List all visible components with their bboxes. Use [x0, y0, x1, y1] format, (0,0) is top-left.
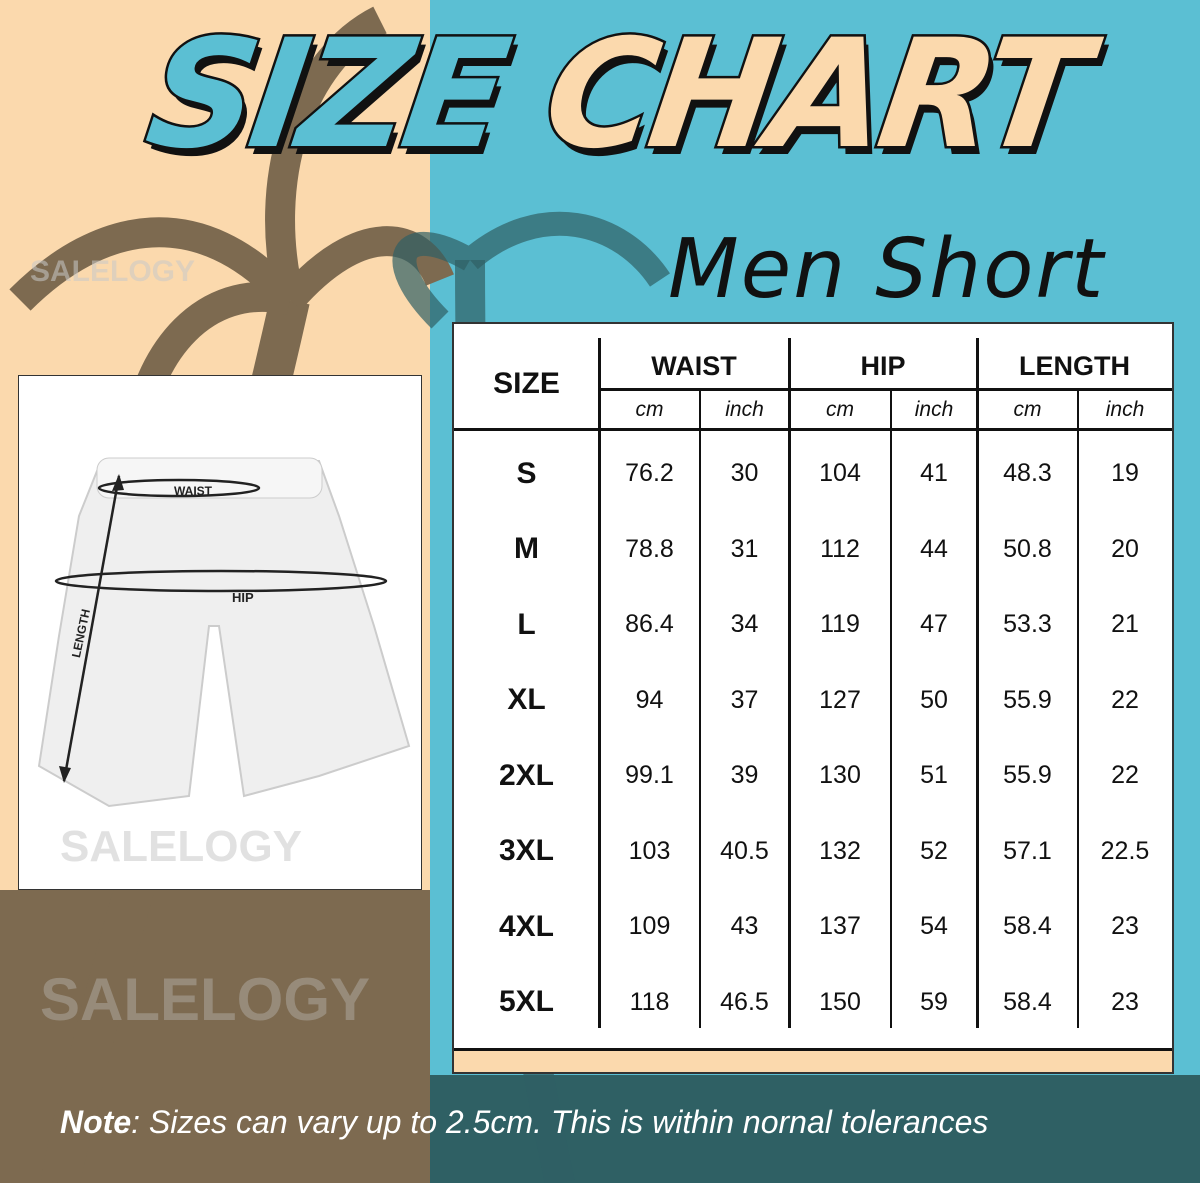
size-label: 4XL	[498, 909, 555, 943]
table-cell: 34	[730, 610, 759, 639]
table-cell: 51	[920, 761, 948, 790]
watermark-bottom: SALELOGY	[40, 966, 371, 1033]
unit-header: cm	[826, 398, 854, 421]
note: Note: Sizes can vary up to 2.5cm. This i…	[60, 1104, 988, 1141]
table-cell: 58.4	[1003, 912, 1052, 941]
size-header: SIZE	[493, 367, 560, 400]
table-cell: 41	[920, 459, 948, 488]
table-cell: 58.4	[1003, 987, 1052, 1016]
table-cell: 104	[819, 459, 861, 488]
table-cell: 20	[1111, 534, 1139, 563]
title-chart: CHART	[533, 6, 1095, 185]
table-cell: 137	[819, 912, 861, 941]
table-cell: 59	[920, 987, 948, 1016]
table-cell: 47	[920, 610, 948, 639]
note-text: : Sizes can vary up to 2.5cm. This is wi…	[131, 1104, 989, 1140]
table-cell: 43	[730, 912, 759, 941]
shorts-diagram: WAIST HIP LENGTH	[18, 375, 422, 890]
size-table-body: SIZE WAIST cm inch HIP cm inch LENGTH cm inch S 76.…	[454, 324, 1172, 1051]
table-cell: 30	[730, 459, 759, 488]
title: SIZE CHART	[135, 6, 1095, 185]
unit-header: cm	[635, 398, 664, 421]
table-cell: 54	[920, 912, 948, 941]
unit-header: inch	[1105, 398, 1145, 421]
size-label: 5XL	[498, 985, 555, 1019]
table-cell: 78.8	[625, 534, 674, 563]
table-cell: 86.4	[625, 610, 674, 639]
table-cell: 46.5	[720, 987, 769, 1016]
size-label: 3XL	[498, 834, 555, 868]
column-divider	[976, 338, 979, 1028]
table-cell: 40.5	[720, 836, 769, 865]
table-cell: 22	[1111, 761, 1139, 790]
table-cell: 130	[819, 761, 861, 790]
unit-header: inch	[725, 398, 764, 421]
table-cell: 39	[730, 761, 759, 790]
table-cell: 31	[730, 534, 759, 563]
column-divider	[598, 338, 601, 1028]
column-divider	[1077, 390, 1079, 1028]
table-cell: 44	[920, 534, 948, 563]
subtitle: Men Short	[668, 222, 1106, 317]
table-cell: 57.1	[1003, 836, 1052, 865]
waist-label: WAIST	[174, 484, 212, 498]
table-cell: 112	[820, 534, 860, 563]
shorts-illustration	[37, 457, 411, 808]
table-cell: 50.8	[1003, 534, 1052, 563]
group-header: HIP	[860, 350, 906, 381]
column-divider	[890, 390, 892, 1028]
title-size: SIZE	[135, 6, 516, 185]
table-cell: 150	[819, 987, 861, 1016]
size-label: 2XL	[498, 758, 555, 792]
table-cell: 37	[730, 685, 759, 714]
header-bottom-line	[454, 428, 1172, 431]
group-header: LENGTH	[1019, 350, 1130, 381]
watermark-table: SALELOGY	[60, 822, 303, 871]
table-cell: 50	[920, 685, 948, 714]
table-cell: 99.1	[625, 761, 674, 790]
table-cell: 22.5	[1100, 836, 1150, 865]
size-label: L	[517, 607, 536, 641]
table-cell: 119	[820, 610, 860, 639]
table-cell: 53.3	[1003, 610, 1052, 639]
table-cell: 94	[635, 685, 664, 714]
table-cell: 23	[1111, 912, 1139, 941]
size-label: M	[514, 532, 539, 566]
table-cell: 55.9	[1003, 761, 1052, 790]
unit-header: inch	[914, 398, 954, 421]
table-cell: 118	[629, 987, 670, 1016]
table-cell: 22	[1111, 685, 1139, 714]
table-cell: 55.9	[1003, 685, 1052, 714]
table-cell: 48.3	[1003, 459, 1052, 488]
table-cell: 109	[628, 912, 671, 941]
unit-header: cm	[1013, 398, 1042, 421]
size-label: XL	[507, 683, 546, 717]
group-header: WAIST	[651, 350, 737, 381]
table-cell: 132	[819, 836, 861, 865]
table-cell: 103	[628, 836, 671, 865]
table-cell: 21	[1111, 610, 1139, 639]
table-cell: 127	[819, 685, 861, 714]
table-cell: 23	[1111, 987, 1139, 1016]
note-label: Note	[60, 1104, 132, 1140]
watermark: SALELOGY	[30, 255, 196, 288]
table-cell: 52	[920, 836, 948, 865]
header-divider	[599, 388, 1172, 391]
table-cell: 76.2	[625, 459, 674, 488]
hip-label: HIP	[232, 590, 254, 605]
size-label: S	[516, 456, 537, 490]
size-table: SIZE WAIST cm inch HIP cm inch LENGTH cm inch S 76.…	[452, 322, 1174, 1074]
table-cell: 19	[1111, 459, 1139, 488]
column-divider	[788, 338, 791, 1028]
column-divider	[699, 390, 701, 1028]
